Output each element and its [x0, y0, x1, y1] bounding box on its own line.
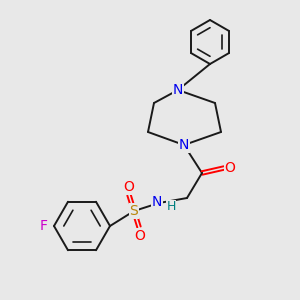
Text: F: F [40, 219, 48, 233]
Text: N: N [173, 83, 183, 97]
Text: O: O [225, 161, 236, 175]
Text: N: N [152, 195, 162, 209]
Text: O: O [135, 229, 146, 243]
Text: O: O [124, 180, 134, 194]
Text: H: H [166, 200, 176, 214]
Text: S: S [130, 204, 138, 218]
Text: N: N [179, 138, 189, 152]
